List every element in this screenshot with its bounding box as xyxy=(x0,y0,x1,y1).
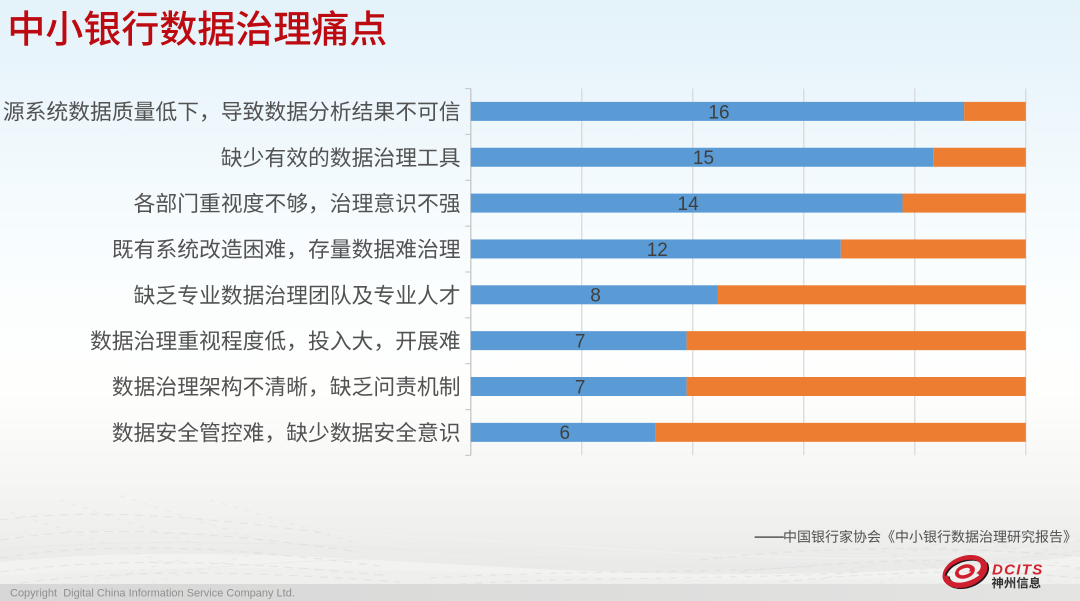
svg-text:8: 8 xyxy=(590,286,601,307)
svg-text:16: 16 xyxy=(708,102,729,123)
svg-text:6: 6 xyxy=(560,423,571,444)
svg-text:Copyright Digital China Infor: Copyright Digital China Information Serv… xyxy=(10,588,295,600)
svg-text:7: 7 xyxy=(575,377,586,398)
svg-text:14: 14 xyxy=(678,194,700,215)
svg-text:DCITS: DCITS xyxy=(992,562,1044,579)
svg-text:15: 15 xyxy=(693,148,714,169)
svg-text:7: 7 xyxy=(575,332,586,353)
svg-text:12: 12 xyxy=(647,240,668,261)
